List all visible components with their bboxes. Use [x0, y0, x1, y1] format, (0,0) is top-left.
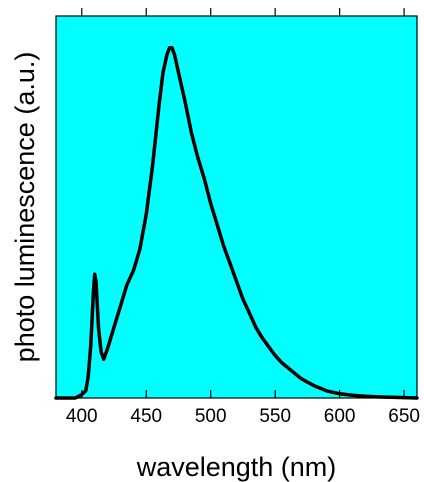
x-tick-label: 500	[195, 406, 227, 427]
series-line	[54, 46, 419, 400]
plot-area	[55, 15, 418, 399]
x-tick-label: 650	[388, 406, 420, 427]
x-axis-tick-labels: 400 450 500 550 600 650	[66, 406, 420, 427]
y-axis-title: photo luminescence (a.u.)	[10, 52, 40, 363]
x-tick-label: 550	[259, 406, 291, 427]
x-tick-label: 400	[66, 406, 98, 427]
x-tick-label: 450	[130, 406, 162, 427]
x-tick-label: 600	[324, 406, 356, 427]
x-axis-title: wavelength (nm)	[136, 452, 337, 482]
